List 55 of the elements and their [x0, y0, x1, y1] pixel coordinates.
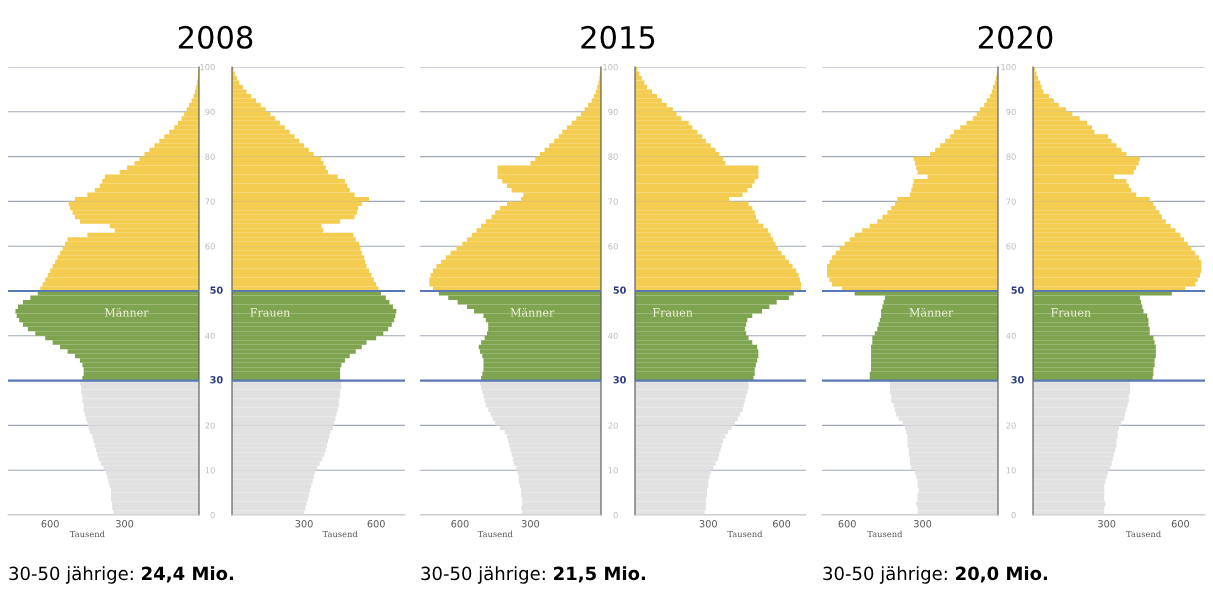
annotation: Männer	[510, 307, 555, 317]
y-tick-label: 20	[1006, 422, 1016, 429]
x-tick-label: 300	[1098, 520, 1116, 528]
annotation: Männer	[104, 307, 149, 317]
x-axis-title: Tausend	[477, 530, 513, 538]
text: 30-50 jährige:	[823, 566, 947, 584]
y-tick-label: 20	[205, 422, 215, 429]
y-tick-label: 10	[205, 467, 215, 474]
x-tick-label: 600	[451, 520, 469, 528]
x-tick-label: 600	[367, 520, 385, 528]
x-axis-title: Tausend	[69, 530, 105, 538]
y-tick-label: 10	[608, 467, 618, 474]
text: 24,4 Mio.	[142, 566, 234, 583]
text: 30-50 jährige:	[421, 566, 545, 584]
y-tick-label: 70	[608, 198, 618, 205]
ref-line-label: 50	[1011, 286, 1024, 294]
y-tick-label: 70	[205, 198, 215, 205]
x-axis-title: Tausend	[1126, 530, 1161, 538]
y-tick-label: 40	[608, 332, 618, 340]
ref-line-label: 30	[1011, 376, 1024, 384]
x-tick-label: 300	[295, 520, 313, 528]
x-tick-label: 600	[772, 520, 791, 528]
text: 21,5 Mio.	[554, 566, 646, 583]
y-tick-label: 100	[200, 63, 215, 71]
y-tick-label: 70	[1006, 198, 1016, 205]
y-tick-label: 40	[1006, 332, 1016, 340]
chart-title: 2015	[581, 25, 655, 49]
ref-line-label: 30	[210, 376, 223, 384]
y-tick-label: 90	[1006, 108, 1016, 116]
x-axis-title: Tausend	[322, 530, 358, 538]
x-axis-title: Tausend	[867, 530, 903, 538]
x-tick-label: 300	[116, 520, 134, 528]
text: 20,0 Mio.	[956, 566, 1048, 583]
annotation: Frauen	[250, 308, 291, 317]
annotation: Frauen	[1051, 308, 1091, 317]
x-tick-label: 300	[914, 520, 932, 528]
chart-title: 2020	[978, 25, 1053, 49]
x-tick-label: 300	[699, 520, 717, 528]
x-tick-label: 300	[521, 520, 540, 528]
x-tick-label: 600	[41, 520, 59, 528]
chart-title: 2008	[178, 25, 253, 49]
x-axis-title: Tausend	[727, 530, 763, 538]
y-tick-label: 20	[608, 422, 618, 429]
y-tick-label: 90	[205, 108, 215, 116]
ref-line-label: 50	[210, 286, 223, 294]
x-tick-label: 600	[838, 520, 856, 528]
y-tick-label: 40	[205, 332, 215, 340]
text: 30-50 jährige:	[9, 566, 133, 584]
annotation: Frauen	[652, 308, 693, 317]
x-tick-label: 600	[1171, 520, 1190, 528]
y-tick-label: 90	[608, 108, 618, 116]
annotation: Männer	[909, 307, 954, 317]
ref-line-label: 30	[613, 376, 626, 384]
ref-line-label: 50	[613, 286, 626, 294]
y-tick-label: 10	[1006, 467, 1016, 474]
